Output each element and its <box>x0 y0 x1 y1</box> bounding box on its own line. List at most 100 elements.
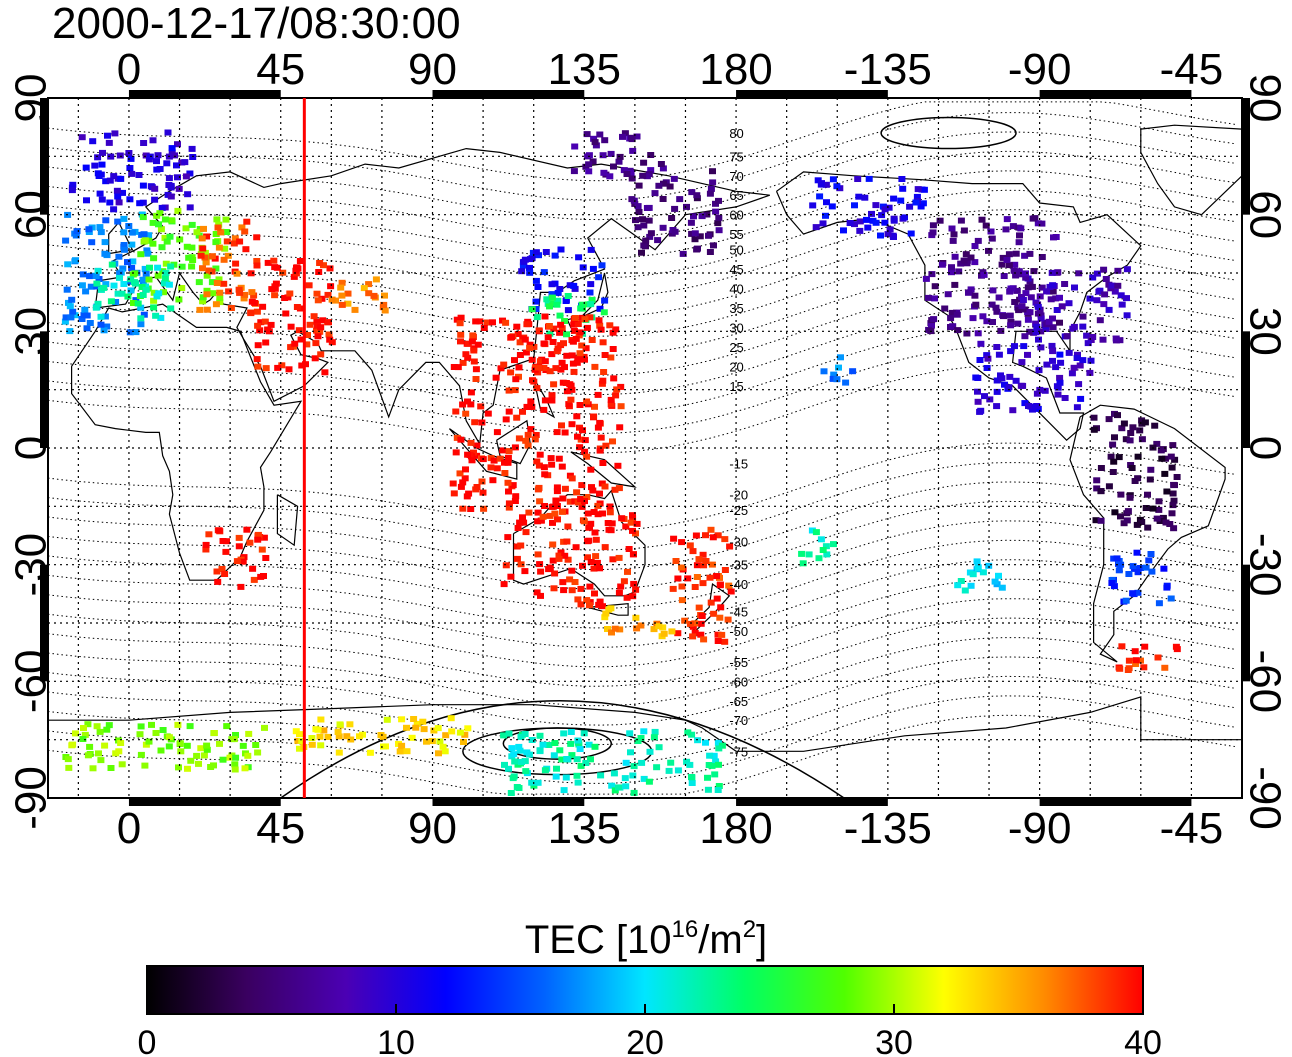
tec-cell <box>156 210 164 217</box>
tec-cell <box>541 767 549 774</box>
tec-cell <box>502 319 510 326</box>
tec-cell <box>1022 274 1030 281</box>
tec-cell <box>655 744 663 751</box>
tec-cell <box>618 515 626 522</box>
tec-cell <box>235 543 243 550</box>
tec-cell <box>521 256 529 263</box>
tec-cell <box>127 276 135 283</box>
tec-cell <box>954 582 962 589</box>
tec-cell <box>1033 403 1041 409</box>
tec-cell <box>621 130 629 137</box>
tec-cell <box>516 352 524 358</box>
tec-cell <box>823 199 830 206</box>
tec-cell <box>678 564 686 571</box>
tec-cell <box>635 209 643 215</box>
tec-cell <box>842 379 850 386</box>
tec-cell <box>212 265 220 272</box>
tec-cell <box>868 210 875 217</box>
tec-cell <box>560 340 567 347</box>
tec-cell <box>553 301 561 308</box>
tec-cell <box>220 280 228 287</box>
tec-cell <box>985 247 992 254</box>
tec-cell <box>974 565 982 572</box>
tec-cell <box>995 572 1002 579</box>
tec-cell <box>615 784 622 791</box>
tec-cell <box>638 759 646 766</box>
magnetic-latitude-label: -25 <box>729 503 748 518</box>
tec-cell <box>233 270 241 277</box>
tec-cell <box>159 727 167 733</box>
tec-cell <box>356 733 363 740</box>
coastline <box>276 494 299 547</box>
tec-cell <box>1142 564 1150 571</box>
tec-cell <box>522 529 530 536</box>
tec-cell <box>1056 319 1063 326</box>
tec-cell <box>507 369 515 376</box>
tec-cell <box>254 342 262 349</box>
tec-cell <box>522 437 530 444</box>
tec-cell <box>596 565 604 572</box>
tec-cell <box>1063 333 1071 340</box>
tec-cell <box>581 448 589 455</box>
tec-cell <box>523 403 531 410</box>
tec-cell <box>142 286 150 293</box>
tec-cell <box>111 130 119 137</box>
tec-cell <box>670 175 678 182</box>
tec-cell <box>1122 597 1130 604</box>
tec-cell <box>671 228 679 235</box>
tec-cell <box>691 629 699 636</box>
colorbar-tick-labels: 0 10 20 30 40 <box>138 1004 1162 1057</box>
tec-cell <box>187 757 195 764</box>
tec-cell <box>264 259 272 266</box>
tec-cell <box>94 300 102 307</box>
tec-cell <box>1126 437 1134 444</box>
magnetic-contour <box>48 189 1236 279</box>
tec-cell <box>553 484 561 491</box>
tec-cell <box>639 216 646 223</box>
tec-cell <box>1155 506 1163 513</box>
frame-bar-top <box>736 90 888 98</box>
tec-cell <box>541 397 549 404</box>
tec-cell <box>102 281 110 288</box>
tec-cell <box>899 185 907 192</box>
tec-cell <box>610 375 618 382</box>
tec-cell <box>659 624 667 631</box>
magnetic-latitude-label: 75 <box>729 149 743 164</box>
bottom-lon-tick-label: 135 <box>548 804 621 853</box>
right-lat-tick-label: 90 <box>1240 74 1289 123</box>
tec-cell <box>541 503 548 509</box>
tec-cell <box>1065 349 1073 356</box>
tec-cell <box>674 767 682 774</box>
tec-cell <box>799 560 807 567</box>
tec-cell <box>597 326 605 333</box>
tec-cell <box>501 761 508 768</box>
tec-cell <box>518 759 525 765</box>
tec-cell <box>640 775 648 782</box>
tec-cell <box>688 230 696 237</box>
tec-cell <box>213 568 221 575</box>
tec-cell <box>1117 513 1124 520</box>
tec-cell <box>479 489 487 496</box>
tec-cell <box>702 558 710 564</box>
tec-cell <box>1138 436 1146 443</box>
tec-cell <box>570 368 578 375</box>
coastline <box>533 377 556 419</box>
tec-cell <box>1076 362 1084 369</box>
tec-cell <box>596 322 604 329</box>
tec-cell <box>1089 274 1097 281</box>
tec-cell <box>534 779 542 786</box>
tec-cell <box>607 354 615 361</box>
magnetic-contour <box>48 578 1236 668</box>
magnetic-latitude-label: 45 <box>729 262 743 277</box>
tec-cell <box>684 575 692 582</box>
tec-cell <box>805 551 813 558</box>
tec-cell <box>999 254 1007 261</box>
tec-cell <box>1093 477 1101 484</box>
tec-cell <box>586 583 594 590</box>
tec-cell <box>548 291 556 298</box>
tec-cell <box>525 509 533 516</box>
tec-cell <box>435 750 442 757</box>
tec-cell <box>528 779 536 786</box>
tec-cell <box>282 310 290 317</box>
tec-cell <box>1118 643 1126 650</box>
